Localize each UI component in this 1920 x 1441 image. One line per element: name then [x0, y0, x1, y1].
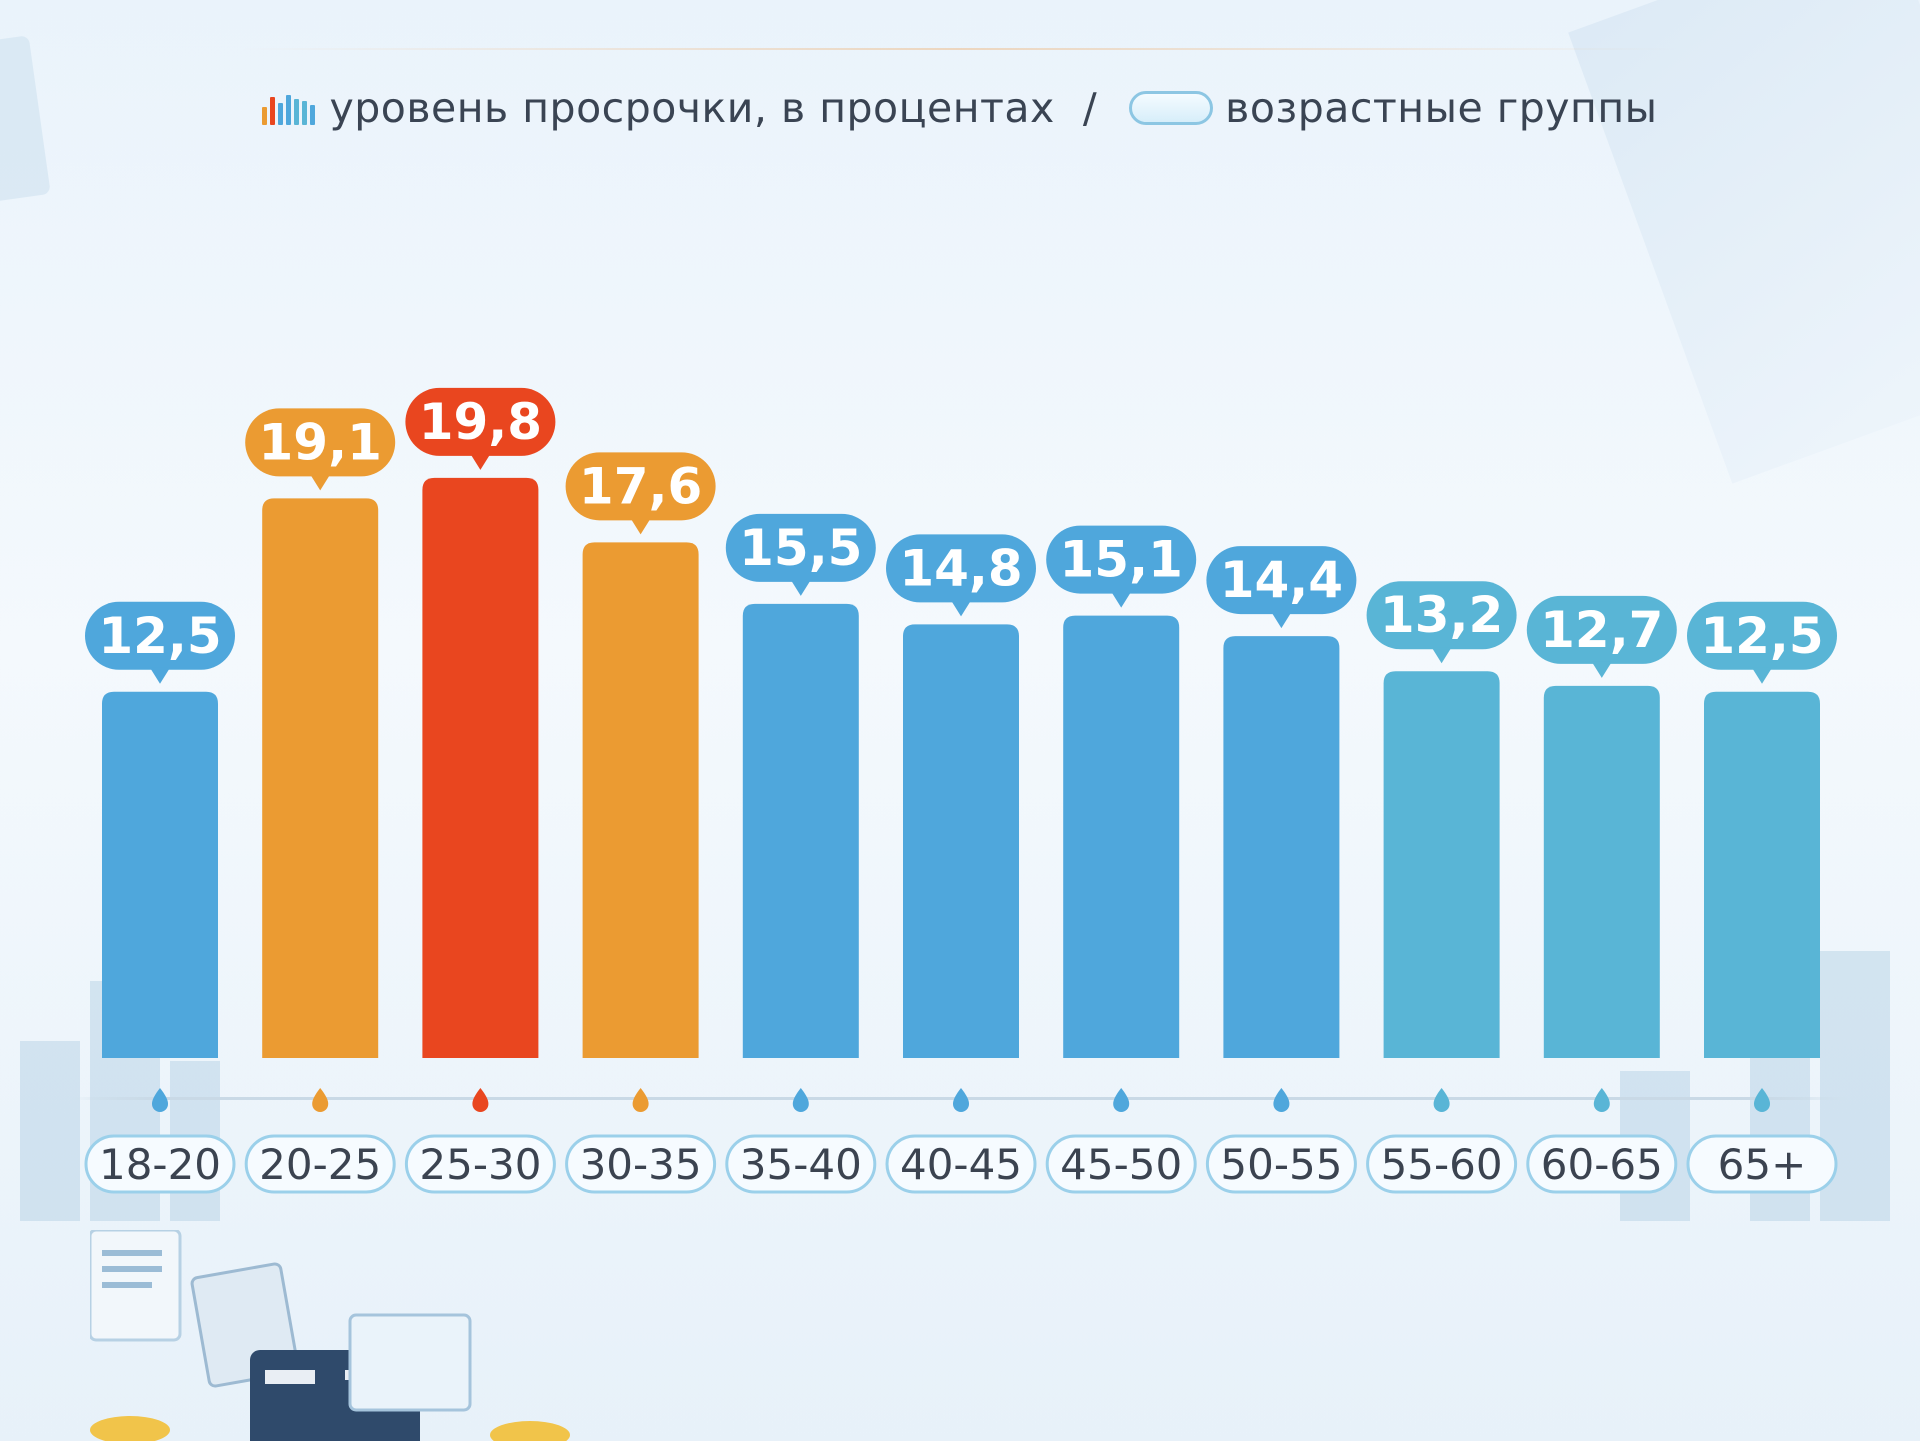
- value-label: 14,4: [1220, 551, 1343, 609]
- category-pill: 60-65: [1526, 1134, 1678, 1194]
- bar: [582, 542, 699, 1058]
- bar: [1383, 671, 1500, 1058]
- value-label: 15,1: [1060, 531, 1183, 589]
- bar: [1704, 691, 1820, 1058]
- value-label-bubble: 19,1: [245, 408, 396, 491]
- value-label-bubble: 13,2: [1366, 581, 1517, 664]
- value-label: 17,6: [579, 457, 702, 515]
- value-label: 12,7: [1540, 601, 1663, 659]
- category-pill: 55-60: [1366, 1134, 1518, 1194]
- category-label: 25-30: [419, 1140, 541, 1189]
- bar: [102, 691, 218, 1058]
- value-label-bubble: 19,8: [405, 387, 556, 470]
- value-label-bubble: 15,1: [1046, 525, 1197, 608]
- value-label: 15,5: [739, 519, 862, 577]
- value-label: 14,8: [899, 539, 1022, 597]
- tick-marker: [472, 1088, 489, 1112]
- category-label: 18-20: [99, 1140, 221, 1189]
- bar: [1223, 636, 1340, 1058]
- value-label-bubble: 15,5: [725, 513, 876, 596]
- value-label-bubble: 12,5: [85, 601, 235, 684]
- value-label: 19,1: [259, 413, 382, 471]
- bar: [262, 498, 379, 1058]
- tick-marker: [312, 1088, 329, 1112]
- category-pill: 65+: [1686, 1134, 1838, 1194]
- legend-separator: /: [1082, 84, 1098, 132]
- tick-marker: [792, 1088, 809, 1112]
- category-pill: 35-40: [725, 1134, 877, 1194]
- category-label: 45-50: [1060, 1140, 1182, 1189]
- category-pill: 18-20: [84, 1134, 236, 1194]
- category-label: 20-25: [259, 1140, 381, 1189]
- tick-marker: [1113, 1088, 1130, 1112]
- category-pill: 40-45: [885, 1134, 1037, 1194]
- category-label: 40-45: [900, 1140, 1022, 1189]
- category-label: 65+: [1718, 1140, 1807, 1189]
- category-pill: 20-25: [244, 1134, 396, 1194]
- legend-group-label: возрастные группы: [1225, 84, 1658, 132]
- title-divider: [240, 48, 1680, 50]
- pill-icon: [1129, 91, 1214, 125]
- bar: [903, 624, 1019, 1058]
- category-label: 50-55: [1220, 1140, 1342, 1189]
- tick-marker: [152, 1088, 168, 1112]
- bar: [422, 477, 539, 1058]
- bar: [742, 603, 859, 1058]
- value-label: 13,2: [1380, 586, 1503, 644]
- tick-marker: [953, 1088, 969, 1112]
- value-label-bubble: 14,8: [886, 534, 1036, 617]
- documents-illustration: [90, 1230, 570, 1441]
- category-pill: 50-55: [1205, 1134, 1357, 1194]
- tick-marker: [1433, 1088, 1450, 1112]
- value-label: 12,5: [1700, 607, 1823, 665]
- category-pill: 25-30: [404, 1134, 556, 1194]
- tick-marker: [1273, 1088, 1290, 1112]
- tick-marker: [1754, 1088, 1770, 1112]
- chart-legend: уровень просрочки, в процентах / возраст…: [0, 78, 1920, 138]
- value-label-bubble: 17,6: [565, 452, 716, 535]
- category-label: 60-65: [1541, 1140, 1663, 1189]
- bar-chart-icon: [262, 91, 316, 125]
- tick-marker: [632, 1088, 649, 1112]
- bar: [1543, 685, 1660, 1058]
- value-label-bubble: 12,5: [1687, 601, 1837, 684]
- category-label: 35-40: [740, 1140, 862, 1189]
- legend-value-label: уровень просрочки, в процентах: [329, 84, 1055, 132]
- bar: [1063, 615, 1180, 1058]
- value-label-bubble: 14,4: [1206, 546, 1357, 629]
- tick-marker: [1593, 1088, 1610, 1112]
- value-label: 12,5: [98, 607, 221, 665]
- category-pill: 30-35: [565, 1134, 717, 1194]
- value-label-bubble: 12,7: [1526, 595, 1677, 678]
- value-label: 19,8: [419, 393, 542, 451]
- category-label: 30-35: [580, 1140, 702, 1189]
- category-pill: 45-50: [1045, 1134, 1197, 1194]
- category-label: 55-60: [1381, 1140, 1503, 1189]
